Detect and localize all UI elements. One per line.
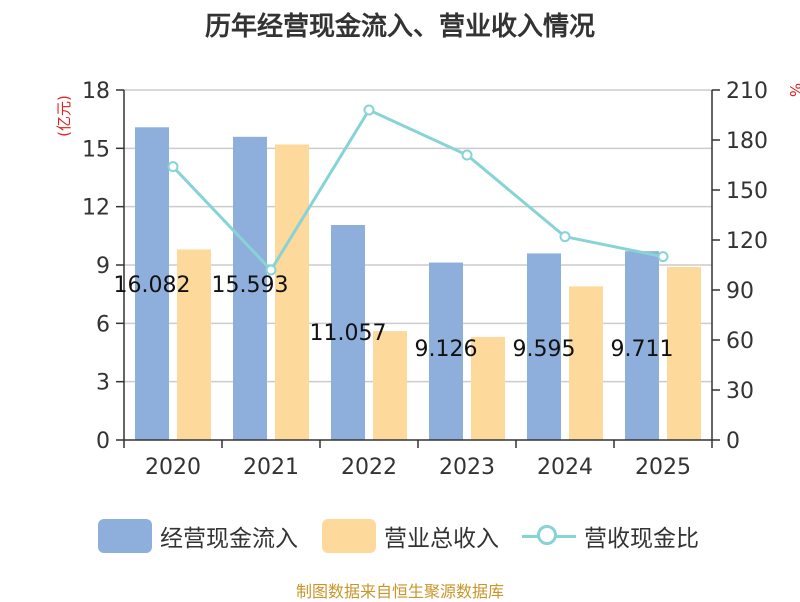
data-label-cash-inflow: 15.593 (212, 273, 289, 298)
y-left-tick-label: 9 (96, 254, 110, 279)
y-right-axis-title: % (786, 83, 800, 97)
x-tick-label: 2020 (145, 455, 201, 480)
y-right-tick-label: 60 (726, 329, 754, 354)
y-left-tick-label: 18 (82, 79, 110, 104)
ratio-point (559, 231, 571, 243)
y-right-tick-label: 90 (726, 279, 754, 304)
ratio-line (171, 108, 664, 273)
x-tick-label: 2025 (635, 455, 691, 480)
ratio-point (265, 264, 277, 276)
chart-legend: 经营现金流入 营业总收入 营收现金比 (0, 516, 800, 556)
bar-revenue (569, 286, 603, 440)
bar-cash-inflow (625, 251, 659, 440)
data-label-cash-inflow: 16.082 (114, 273, 191, 298)
y-left-axis-title: (亿元) (55, 95, 73, 137)
legend-item-revenue[interactable]: 营业总收入 (322, 516, 499, 556)
bar-cash-inflow (233, 136, 267, 440)
y-left-tick-label: 6 (96, 312, 110, 337)
blue-bar-swatch-icon (98, 519, 152, 553)
y-left-tick-label: 0 (96, 429, 110, 454)
bar-revenue (667, 266, 701, 440)
x-tick-label: 2023 (439, 455, 495, 480)
y-right-tick-label: 0 (726, 429, 740, 454)
y-left-tick-label: 3 (96, 371, 110, 396)
bar-revenue (177, 249, 211, 440)
data-source-note: 制图数据来自恒生聚源数据库 (295, 582, 504, 601)
ratio-point (461, 149, 473, 161)
legend-label: 经营现金流入 (160, 526, 298, 552)
y-left-tick-label: 12 (82, 196, 110, 221)
y-left-tick-label: 15 (82, 137, 110, 162)
bar-cash-inflow (331, 225, 365, 440)
bar-revenue (275, 144, 309, 440)
x-tick-label: 2022 (341, 455, 397, 480)
x-tick-label: 2021 (243, 455, 299, 480)
orange-bar-swatch-icon (322, 519, 376, 553)
ratio-point (657, 251, 669, 263)
legend-label: 营收现金比 (584, 526, 699, 552)
data-label-cash-inflow: 9.711 (611, 337, 674, 362)
y-right-tick-label: 180 (726, 129, 768, 154)
y-right-tick-label: 30 (726, 379, 754, 404)
bar-revenue (471, 336, 505, 440)
bar-cash-inflow (429, 262, 463, 440)
legend-item-ratio[interactable]: 营收现金比 (522, 516, 699, 556)
y-right-tick-label: 120 (726, 229, 768, 254)
legend-label: 营业总收入 (384, 526, 499, 552)
ratio-point (167, 161, 179, 173)
data-label-cash-inflow: 9.126 (415, 337, 478, 362)
line-marker-icon (522, 519, 576, 553)
data-label-cash-inflow: 11.057 (310, 321, 387, 346)
bar-cash-inflow (135, 127, 169, 441)
x-tick-label: 2024 (537, 455, 593, 480)
bar-cash-inflow (527, 253, 561, 440)
ratio-point (363, 104, 375, 116)
bar-revenue (373, 331, 407, 440)
y-right-tick-label: 210 (726, 79, 768, 104)
y-right-tick-label: 150 (726, 179, 768, 204)
data-label-cash-inflow: 9.595 (513, 337, 576, 362)
legend-item-cash-inflow[interactable]: 经营现金流入 (98, 516, 298, 556)
chart-title: 历年经营现金流入、营业收入情况 (204, 12, 595, 42)
